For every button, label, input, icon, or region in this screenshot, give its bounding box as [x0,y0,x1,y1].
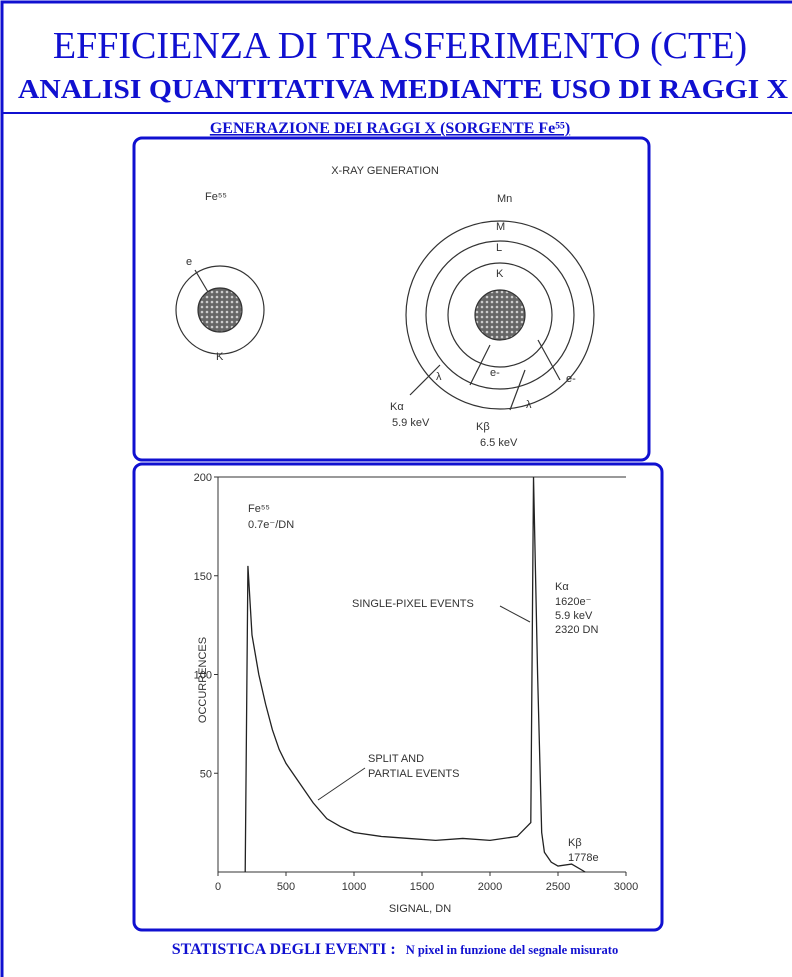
x-tick-label: 2000 [478,881,502,893]
target-label: Mn [497,193,512,205]
x-tick-label: 500 [277,881,295,893]
x-tick-label: 3000 [614,881,638,893]
footer: STATISTICA DEGLI EVENTI : N pixel in fun… [172,941,618,958]
annotation: Kα [555,581,569,593]
annotation: 0.7e⁻/DN [248,519,294,531]
x-tick-label: 0 [215,881,221,893]
y-axis-label: OCCURRENCES [197,637,209,723]
diagram-label: e- [566,373,576,385]
diagram-label: e [186,256,192,268]
diagram-label: λ [526,399,532,411]
diagram-label: L [496,242,502,254]
footer-text: N pixel in funzione del segnale misurato [406,943,619,957]
section-heading: GENERAZIONE DEI RAGGI X (SORGENTE Fe⁵⁵) [210,120,570,137]
annotation: 1620e⁻ [555,596,592,608]
annotation: Kβ [568,837,582,849]
annotation: 1778e [568,852,599,864]
subtitle: ANALISI QUANTITATIVA MEDIANTE USO DI RAG… [18,74,789,104]
page: EFFICIENZA DI TRASFERIMENTO (CTE) ANALIS… [0,0,792,977]
diagram-label: Kα [390,401,404,413]
footer-label: STATISTICA DEGLI EVENTI : [172,941,396,958]
diagram-title: X-RAY GENERATION [331,165,439,177]
x-tick-label: 1500 [410,881,434,893]
nucleus [475,290,525,340]
source-label: Fe⁵⁵ [205,191,227,203]
annotation: Fe⁵⁵ [248,503,270,515]
diagram-label: Kβ [476,421,490,433]
annotation: 2320 DN [555,624,598,636]
nucleus [198,288,242,332]
y-tick-label: 50 [200,768,212,780]
annotation: 5.9 keV [555,610,593,622]
y-tick-label: 200 [194,472,212,484]
annotation: PARTIAL EVENTS [368,768,460,780]
annotation: SINGLE-PIXEL EVENTS [352,598,474,610]
title: EFFICIENZA DI TRASFERIMENTO (CTE) [53,25,747,67]
annotation: SPLIT AND [368,753,424,765]
y-tick-label: 150 [194,571,212,583]
diagram-label: λ [436,371,442,383]
diagram-label: K [496,268,504,280]
diagram-label: e- [490,367,500,379]
diagram-label: M [496,221,505,233]
diagram-label: K [216,351,224,363]
x-axis-label: SIGNAL, DN [389,903,451,915]
x-tick-label: 2500 [546,881,570,893]
diagram-label: 5.9 keV [392,417,430,429]
x-tick-label: 1000 [342,881,366,893]
diagram-label: 6.5 keV [480,437,518,449]
